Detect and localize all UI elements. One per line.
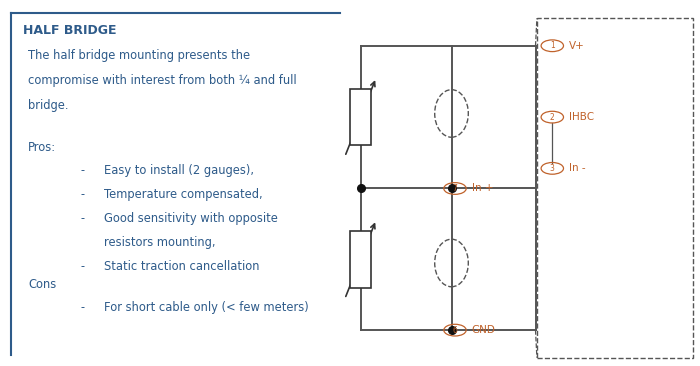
Text: Good sensitivity with opposite: Good sensitivity with opposite [104, 212, 277, 225]
Text: GND: GND [472, 325, 496, 335]
Text: 6: 6 [453, 326, 457, 335]
Text: 1: 1 [550, 41, 554, 50]
Text: 7: 7 [453, 184, 457, 193]
Text: 2: 2 [550, 113, 554, 122]
Text: The half bridge mounting presents the: The half bridge mounting presents the [28, 49, 250, 63]
Text: -: - [80, 212, 85, 225]
Text: -: - [80, 188, 85, 201]
Text: -: - [80, 260, 85, 273]
Text: HALF BRIDGE: HALF BRIDGE [23, 24, 117, 37]
Text: V+: V+ [569, 41, 585, 51]
Text: Static traction cancellation: Static traction cancellation [104, 260, 259, 273]
Text: -: - [80, 164, 85, 177]
Text: IHBC: IHBC [569, 112, 594, 122]
Text: Easy to install (2 gauges),: Easy to install (2 gauges), [104, 164, 253, 177]
Text: In -: In - [569, 163, 586, 173]
Text: In +: In + [472, 183, 493, 194]
Text: resistors mounting,: resistors mounting, [104, 236, 215, 249]
Text: Temperature compensated,: Temperature compensated, [104, 188, 262, 201]
Bar [350, 89, 371, 146]
Text: -: - [80, 301, 85, 314]
Bar [350, 231, 371, 288]
Text: Cons: Cons [28, 278, 56, 291]
Text: Pros:: Pros: [28, 141, 56, 154]
Text: 3: 3 [550, 164, 554, 173]
Text: For short cable only (< few meters): For short cable only (< few meters) [104, 301, 309, 314]
Text: compromise with interest from both ¼ and full: compromise with interest from both ¼ and… [28, 74, 297, 87]
Bar [537, 18, 693, 358]
Text: bridge.: bridge. [28, 99, 69, 112]
